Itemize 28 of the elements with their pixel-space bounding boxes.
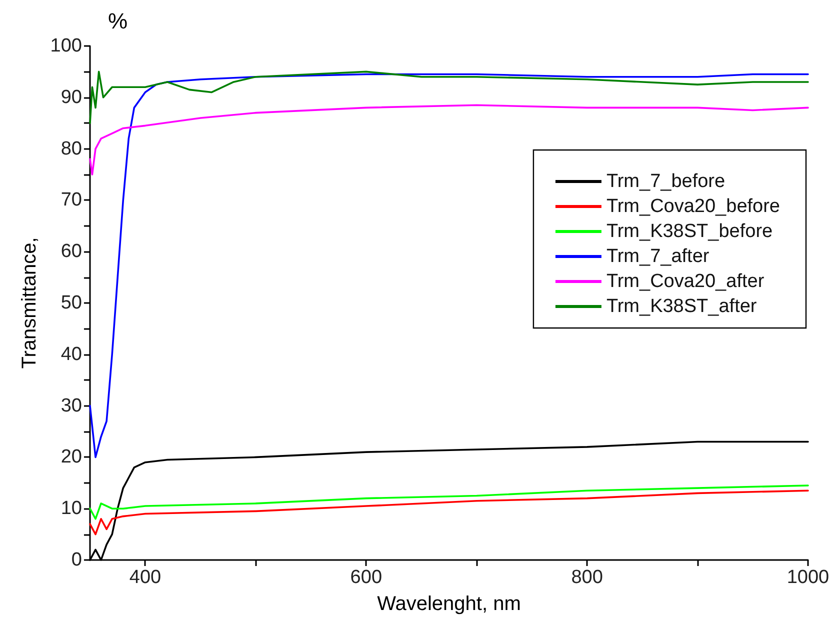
x-tick-label: 800 <box>571 567 603 588</box>
x-tick-label: 400 <box>129 567 162 588</box>
line-series <box>89 484 809 520</box>
text: % <box>108 8 128 34</box>
y-tick-label: 30 <box>60 395 82 416</box>
legend-label: Trm_Cova20_before <box>606 196 780 217</box>
y-tick-label: 40 <box>60 344 82 365</box>
y-tick-label: 0 <box>71 550 82 570</box>
y-tick-label: 60 <box>60 241 82 262</box>
y-tick-label: 70 <box>60 190 82 211</box>
legend-label: Trm_K38ST_after <box>606 296 758 317</box>
y-tick-label: 50 <box>60 292 82 314</box>
x-tick-label: 1000 <box>786 567 830 588</box>
legend-label: Trm_Cova20_after <box>606 271 765 292</box>
y-tick-label: 10 <box>60 498 82 520</box>
y-tick-label: 20 <box>60 446 82 468</box>
x-axis-title: Wavelenght, nm <box>377 593 521 615</box>
y-tick-label: 100 <box>50 36 82 56</box>
y-tick-label: 90 <box>60 86 82 108</box>
x-tick-label: 600 <box>350 567 382 588</box>
line-series <box>89 73 809 458</box>
line-series <box>89 70 809 124</box>
legend-label: Trm_7_before <box>606 171 726 192</box>
y-axis-title: Transmittance, <box>18 237 40 369</box>
y-tick-label: 80 <box>60 138 82 160</box>
line-series <box>89 490 809 536</box>
legend-label: Trm_7_after <box>606 246 710 267</box>
legend-label: Trm_K38ST_before <box>606 221 773 242</box>
